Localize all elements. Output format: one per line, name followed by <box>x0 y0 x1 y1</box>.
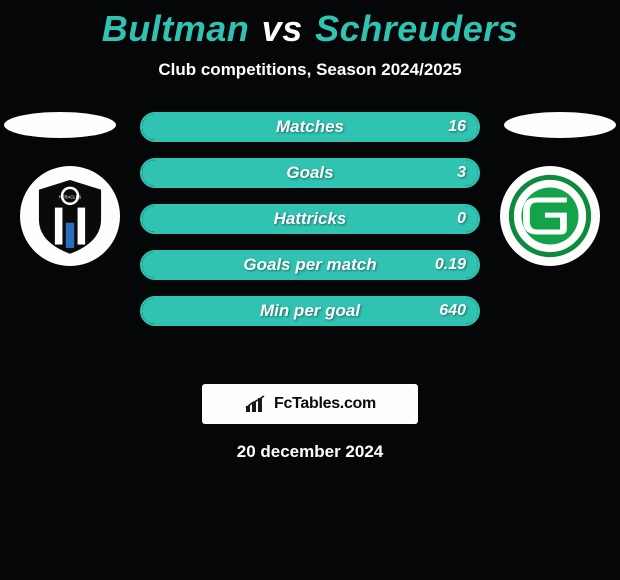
stat-value-right: 640 <box>439 298 466 324</box>
stat-row: Matches16 <box>140 112 480 142</box>
title-player1: Bultman <box>102 8 250 49</box>
club-badge-right <box>500 166 600 266</box>
title-player2: Schreuders <box>315 8 518 49</box>
stat-label: Matches <box>142 114 478 140</box>
stat-label: Goals <box>142 160 478 186</box>
player-photo-placeholder-left <box>4 112 116 138</box>
heracles-crest-icon: HERACLES <box>28 174 112 258</box>
date-label: 20 december 2024 <box>0 442 620 462</box>
club-badge-left: HERACLES <box>20 166 120 266</box>
brand-badge: FcTables.com <box>202 384 418 424</box>
comparison-panel: HERACLES Matches16 Goals3 Hattricks0 Goals … <box>0 112 620 372</box>
stat-label: Hattricks <box>142 206 478 232</box>
stat-value-right: 3 <box>457 160 466 186</box>
stat-row: Goals per match0.19 <box>140 250 480 280</box>
bar-chart-icon <box>244 394 268 414</box>
player-photo-placeholder-right <box>504 112 616 138</box>
svg-text:HERACLES: HERACLES <box>59 194 82 199</box>
groningen-crest-icon <box>508 174 592 258</box>
title-vs: vs <box>262 8 303 49</box>
stat-row: Hattricks0 <box>140 204 480 234</box>
stat-label: Min per goal <box>142 298 478 324</box>
stat-value-right: 0.19 <box>435 252 466 278</box>
stat-row: Goals3 <box>140 158 480 188</box>
stat-value-right: 16 <box>448 114 466 140</box>
stats-list: Matches16 Goals3 Hattricks0 Goals per match… <box>140 112 480 342</box>
stat-value-right: 0 <box>457 206 466 232</box>
subtitle: Club competitions, Season 2024/2025 <box>0 60 620 80</box>
brand-text: FcTables.com <box>274 395 376 413</box>
page-title: Bultman vs Schreuders <box>0 0 620 50</box>
stat-row: Min per goal640 <box>140 296 480 326</box>
stat-label: Goals per match <box>142 252 478 278</box>
